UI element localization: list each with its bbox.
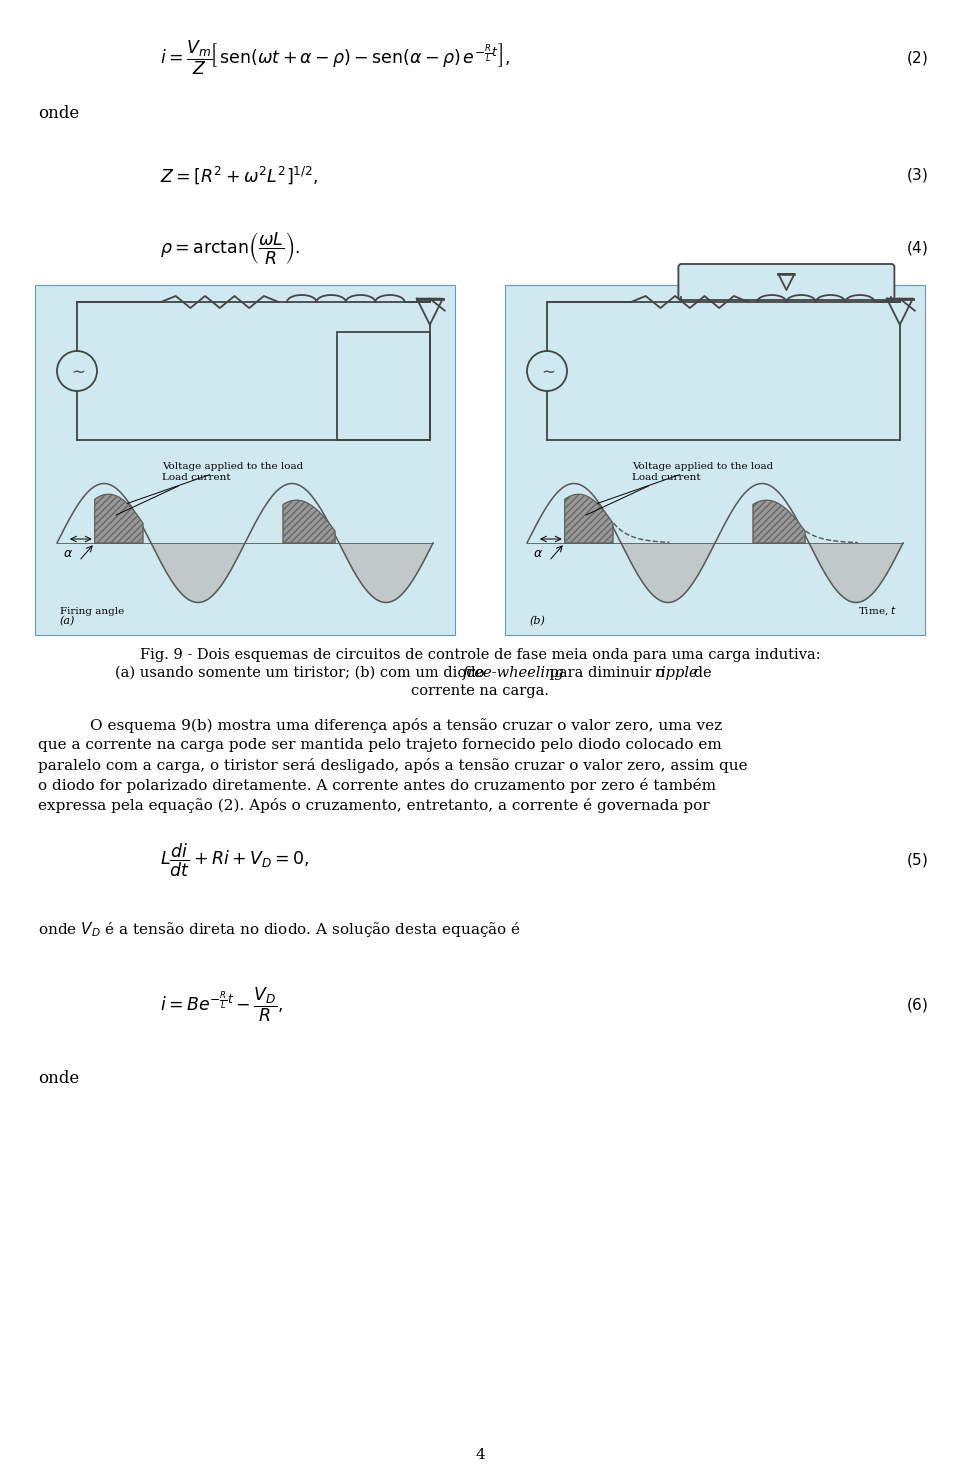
Text: paralelo com a carga, o tiristor será desligado, após a tensão cruzar o valor ze: paralelo com a carga, o tiristor será de… [38, 758, 748, 773]
Text: $\alpha$: $\alpha$ [63, 547, 73, 560]
Text: onde $V_D$ é a tensão direta no diodo. A solução desta equação é: onde $V_D$ é a tensão direta no diodo. A… [38, 920, 521, 940]
Text: Fig. 9 - Dois esquemas de circuitos de controle de fase meia onda para uma carga: Fig. 9 - Dois esquemas de circuitos de c… [140, 648, 820, 662]
Text: $i = \dfrac{V_m}{Z}\!\left[\,\mathrm{sen}(\omega t + \alpha - \rho)- \mathrm{sen: $i = \dfrac{V_m}{Z}\!\left[\,\mathrm{sen… [160, 38, 510, 77]
Text: (a) usando somente um tiristor; (b) com um diodo: (a) usando somente um tiristor; (b) com … [115, 667, 490, 680]
Bar [505, 285, 925, 636]
Text: $(6)$: $(6)$ [906, 996, 928, 1013]
Polygon shape [621, 543, 714, 602]
Polygon shape [564, 494, 613, 543]
Text: Voltage applied to the load: Voltage applied to the load [597, 462, 774, 503]
Text: (a) usando somente um tiristor; (b) com um diodo                                : (a) usando somente um tiristor; (b) com … [237, 667, 723, 680]
Text: $(5)$: $(5)$ [906, 851, 928, 869]
Text: de: de [689, 667, 711, 680]
Bar [337, 332, 430, 440]
Text: o diodo for polarizado diretamente. A corrente antes do cruzamento por zero é ta: o diodo for polarizado diretamente. A co… [38, 777, 716, 794]
Text: (a): (a) [60, 615, 76, 625]
Polygon shape [340, 543, 433, 602]
Text: $\alpha$: $\alpha$ [533, 547, 543, 560]
Text: Voltage applied to the load: Voltage applied to the load [128, 462, 303, 503]
Text: free-wheeling: free-wheeling [463, 667, 564, 680]
Polygon shape [753, 500, 805, 543]
Polygon shape [809, 543, 903, 602]
Text: $i = Be^{-\frac{R}{L}t} - \dfrac{V_D}{R},$: $i = Be^{-\frac{R}{L}t} - \dfrac{V_D}{R}… [160, 985, 283, 1024]
Text: (b): (b) [530, 615, 546, 625]
Text: ripple: ripple [655, 667, 699, 680]
Text: 4: 4 [475, 1448, 485, 1462]
Text: Firing angle: Firing angle [60, 608, 124, 617]
Text: $(3)$: $(3)$ [906, 167, 928, 184]
Text: $Z = \left[R^2 + \omega^2 L^2\right]^{1/2},$: $Z = \left[R^2 + \omega^2 L^2\right]^{1/… [160, 164, 319, 186]
Text: Load current: Load current [586, 473, 701, 515]
Text: Load current: Load current [116, 473, 231, 515]
Bar [35, 285, 455, 636]
Text: O esquema 9(b) mostra uma diferença após a tensão cruzar o valor zero, uma vez: O esquema 9(b) mostra uma diferença após… [90, 718, 722, 733]
Polygon shape [151, 543, 245, 602]
Text: onde: onde [38, 1069, 80, 1087]
Text: $\rho = \arctan\!\left(\dfrac{\omega L}{R}\right).$: $\rho = \arctan\!\left(\dfrac{\omega L}{… [160, 230, 300, 266]
Text: para diminuir o: para diminuir o [545, 667, 669, 680]
Text: $(2)$: $(2)$ [906, 49, 928, 66]
Text: $(4)$: $(4)$ [906, 239, 928, 257]
Text: $\sim$: $\sim$ [539, 361, 556, 381]
Text: $L\dfrac{di}{dt} + Ri + V_D = 0,$: $L\dfrac{di}{dt} + Ri + V_D = 0,$ [160, 841, 309, 879]
Polygon shape [283, 500, 335, 543]
Text: expressa pela equação (2). Após o cruzamento, entretanto, a corrente é governada: expressa pela equação (2). Após o cruzam… [38, 798, 709, 813]
Text: que a corrente na carga pode ser mantida pelo trajeto fornecido pelo diodo coloc: que a corrente na carga pode ser mantida… [38, 738, 722, 752]
FancyBboxPatch shape [679, 264, 895, 299]
Text: onde: onde [38, 105, 80, 121]
Text: corrente na carga.: corrente na carga. [411, 684, 549, 698]
Text: $\sim$: $\sim$ [68, 361, 85, 381]
Polygon shape [95, 494, 143, 543]
Text: Time, $t$: Time, $t$ [858, 605, 898, 618]
